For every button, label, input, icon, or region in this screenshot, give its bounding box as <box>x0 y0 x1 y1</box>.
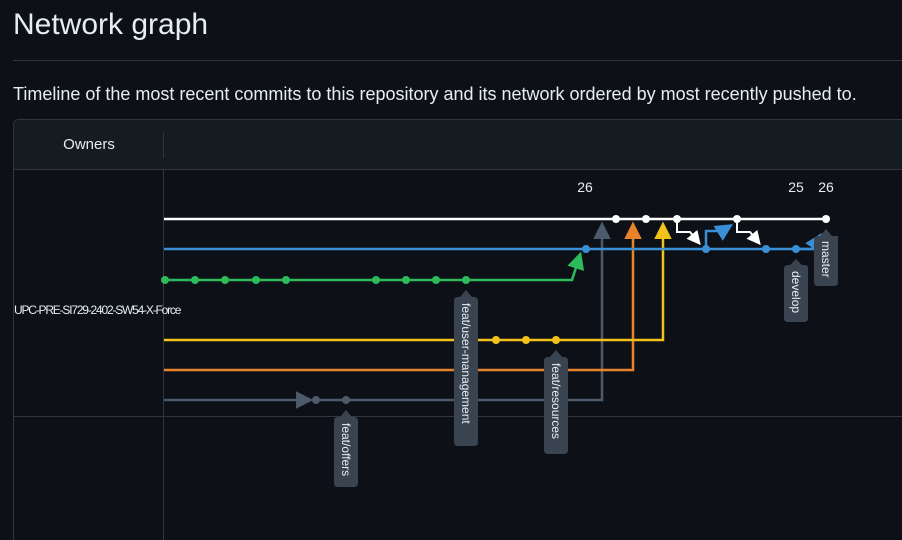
branch-tag-feat-resources[interactable]: feat/resources <box>544 350 568 454</box>
owners-column-header: Owners <box>63 136 115 153</box>
commit-node[interactable] <box>402 276 410 284</box>
branch-tag-label: feat/offers <box>339 423 353 476</box>
commit-node[interactable] <box>733 215 741 223</box>
branch-tag-label: feat/resources <box>549 363 563 439</box>
title-divider <box>13 60 902 61</box>
commit-node[interactable] <box>252 276 260 284</box>
commit-node[interactable] <box>673 215 681 223</box>
commit-node[interactable] <box>552 336 560 344</box>
branch-tag-feat-user-management[interactable]: feat/user-management <box>454 290 478 446</box>
commit-node[interactable] <box>582 245 590 253</box>
date-label-2: 25 <box>788 179 804 195</box>
commit-node[interactable] <box>702 245 710 253</box>
branch-develop[interactable] <box>164 224 822 253</box>
commit-node[interactable] <box>161 276 169 284</box>
date-label-1: 26 <box>577 179 593 195</box>
branch-feat-user-management[interactable] <box>161 251 585 284</box>
commit-node[interactable] <box>822 215 830 223</box>
owner-name[interactable]: UPC-PRE-SI729-2402-SW54-X-Force <box>14 303 181 317</box>
branch-tag-label: feat/user-management <box>459 303 473 424</box>
branch-tag-label: master <box>819 241 833 278</box>
commit-node[interactable] <box>342 396 350 404</box>
header-divider <box>163 132 164 158</box>
commit-node[interactable] <box>191 276 199 284</box>
commit-node[interactable] <box>282 276 290 284</box>
commit-node[interactable] <box>432 276 440 284</box>
graph-header: Owners <box>14 120 902 170</box>
commit-node[interactable] <box>522 336 530 344</box>
commit-node[interactable] <box>762 245 770 253</box>
branch-orange[interactable] <box>164 221 642 372</box>
date-label-3: 26 <box>818 179 834 195</box>
commit-node[interactable] <box>462 276 470 284</box>
commit-node[interactable] <box>372 276 380 284</box>
branch-master[interactable] <box>164 215 830 246</box>
branch-tag-label: develop <box>789 271 803 313</box>
branch-feat-resources[interactable] <box>164 221 672 344</box>
owner-column-divider <box>163 170 164 540</box>
commit-node[interactable] <box>792 245 800 253</box>
commit-node[interactable] <box>612 215 620 223</box>
page-title: Network graph <box>13 8 209 41</box>
commit-node[interactable] <box>492 336 500 344</box>
branch-tag-master[interactable]: master <box>814 229 838 286</box>
commit-node[interactable] <box>312 396 320 404</box>
commit-node[interactable] <box>221 276 229 284</box>
branch-feat-offers[interactable] <box>164 221 611 409</box>
branch-tag-feat-offers[interactable]: feat/offers <box>334 410 358 487</box>
page-description: Timeline of the most recent commits to t… <box>13 84 857 104</box>
commit-node[interactable] <box>642 215 650 223</box>
branch-tag-develop[interactable]: develop <box>784 259 808 322</box>
